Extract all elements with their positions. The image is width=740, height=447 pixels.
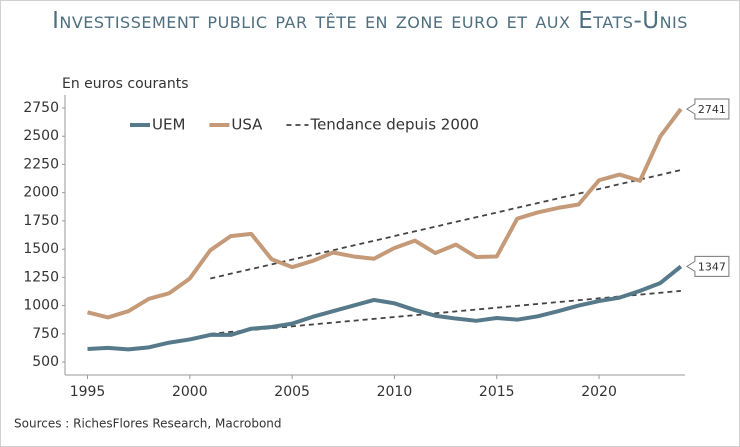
source: Sources : RichesFlores Research, Macrobo…: [14, 417, 282, 431]
x-tick-label: 2010: [377, 384, 413, 400]
x-tick-label: 1995: [70, 384, 106, 400]
x-tick-label: 2015: [479, 384, 515, 400]
chart-title: Investissement public par tête en zone e…: [52, 8, 688, 34]
y-tick-label: 2000: [23, 185, 59, 201]
y-tick-label: 1000: [23, 298, 59, 314]
legend-label: USA: [231, 116, 263, 134]
end-callout-box: [685, 98, 730, 120]
y-tick-label: 2250: [23, 156, 59, 172]
x-tick-label: 2020: [581, 384, 617, 400]
y-tick-label: 500: [32, 354, 59, 370]
x-tick-label: 2000: [172, 384, 208, 400]
y-tick-label: 2500: [23, 128, 59, 144]
legend-label: Tendance depuis 2000: [309, 116, 479, 134]
series-line: [87, 264, 683, 352]
end-label: 2741: [698, 103, 726, 116]
y-tick-label: 1750: [23, 213, 59, 229]
y-tick-label: 1250: [23, 269, 59, 285]
subtitle: En euros courants: [62, 76, 189, 92]
y-tick-label: 1500: [23, 241, 59, 257]
series-line: [87, 107, 683, 320]
legend-label: UEM: [152, 116, 185, 134]
y-tick-label: 750: [32, 326, 59, 342]
end-label: 1347: [698, 260, 726, 273]
trend-line: [210, 289, 681, 335]
end-callout-box: [685, 255, 730, 277]
y-tick-label: 2750: [23, 100, 59, 116]
x-tick-label: 2005: [274, 384, 310, 400]
